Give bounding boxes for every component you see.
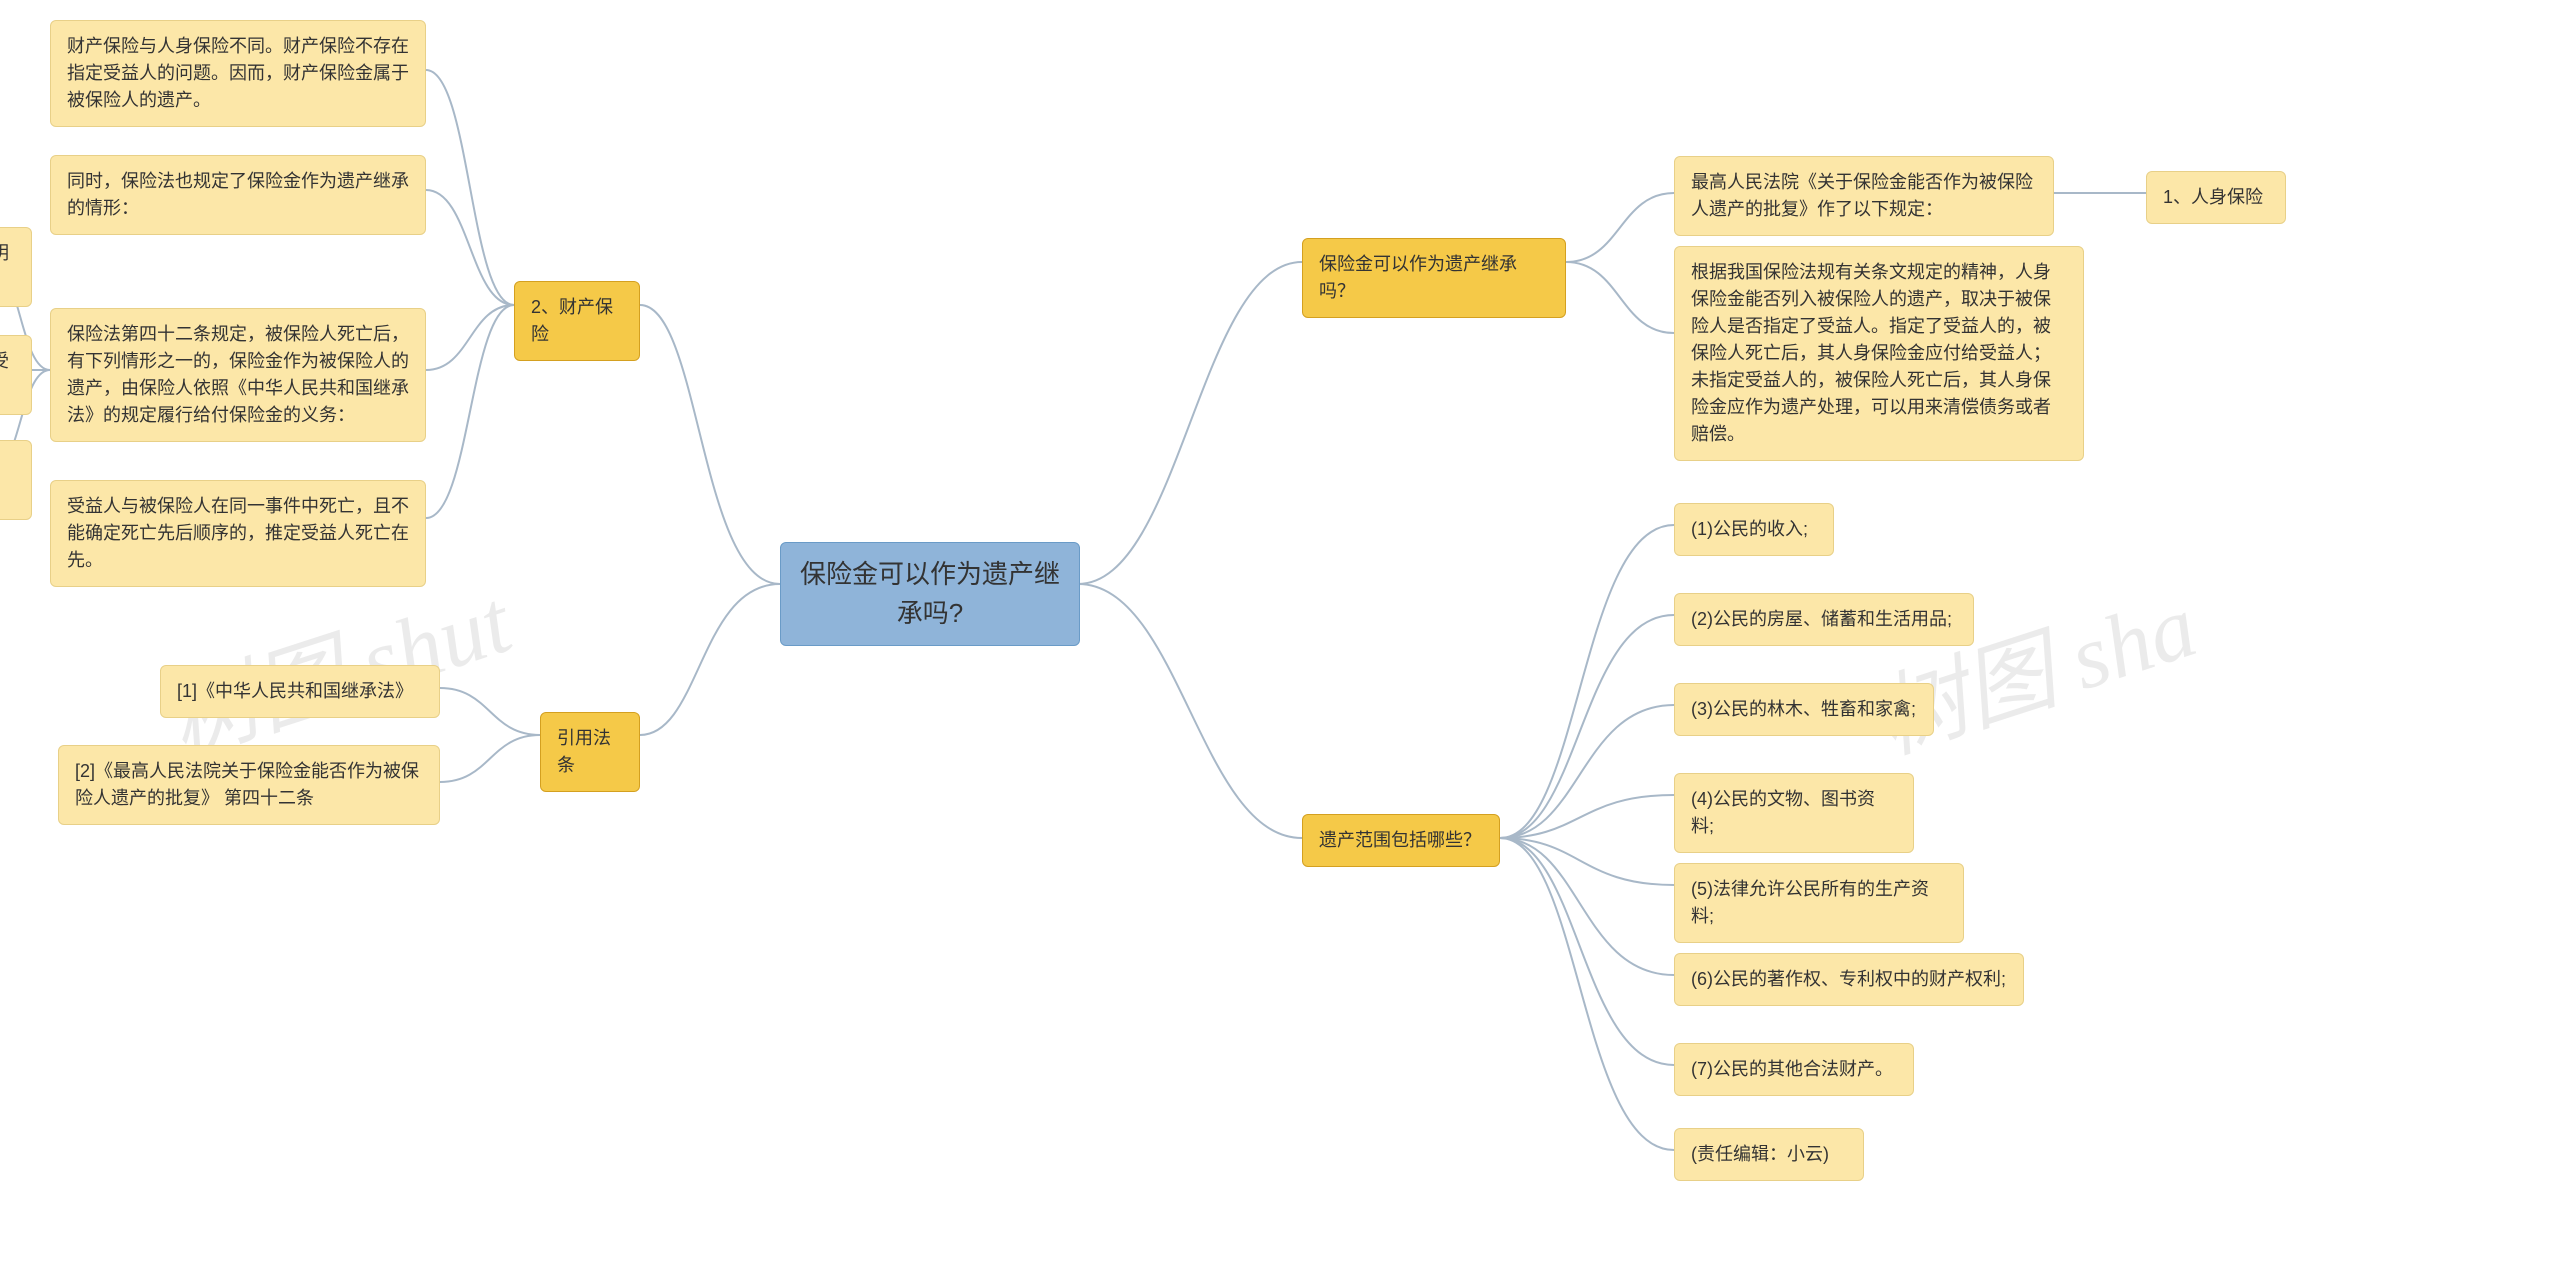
node-article-42: 保险法第四十二条规定，被保险人死亡后，有下列情形之一的，保险金作为被保险人的遗产… [50, 308, 426, 442]
branch-estate-scope: 遗产范围包括哪些？ [1302, 814, 1500, 867]
node-copyright: (6)公民的著作权、专利权中的财产权利; [1674, 953, 2024, 1006]
node-law-inheritance-cases: 同时，保险法也规定了保险金作为遗产继承的情形： [50, 155, 426, 235]
node-beneficiary-waived: (三)受益人依法丧失受益权或者放弃受益权，没有其他受益人的。 [0, 440, 32, 520]
node-spc-ruling: 最高人民法院《关于保险金能否作为被保险人遗产的批复》作了以下规定： [1674, 156, 2054, 236]
root-node: 保险金可以作为遗产继承吗? [780, 542, 1080, 646]
node-life-insurance: 1、人身保险 [2146, 171, 2286, 224]
node-no-beneficiary: (一)没有指定受益人，或者受益人指定不明无法确定的; [0, 227, 32, 307]
node-other-property: (7)公民的其他合法财产。 [1674, 1043, 1914, 1096]
node-property-vs-life: 财产保险与人身保险不同。财产保险不存在指定受益人的问题。因而，财产保险金属于被保… [50, 20, 426, 127]
watermark: 树图 sha [1858, 553, 2210, 778]
node-insurance-law-spirit: 根据我国保险法规有关条文规定的精神，人身保险金能否列入被保险人的遗产，取决于被保… [1674, 246, 2084, 461]
node-beneficiary-dead: (二)受益人先于被保险人死亡，没有其他受益人的; [0, 335, 32, 415]
node-citation-2: [2]《最高人民法院关于保险金能否作为被保险人遗产的批复》 第四十二条 [58, 745, 440, 825]
branch-citations: 引用法条 [540, 712, 640, 792]
node-citation-1: [1]《中华人民共和国继承法》 [160, 665, 440, 718]
node-income: (1)公民的收入; [1674, 503, 1834, 556]
node-simultaneous-death: 受益人与被保险人在同一事件中死亡，且不能确定死亡先后顺序的，推定受益人死亡在先。 [50, 480, 426, 587]
node-production-materials: (5)法律允许公民所有的生产资料; [1674, 863, 1964, 943]
node-editor: (责任编辑：小云) [1674, 1128, 1864, 1181]
node-forestry: (3)公民的林木、牲畜和家禽; [1674, 683, 1934, 736]
node-housing: (2)公民的房屋、储蓄和生活用品; [1674, 593, 1974, 646]
branch-insurance-inherit: 保险金可以作为遗产继承吗？ [1302, 238, 1566, 318]
node-relics: (4)公民的文物、图书资料; [1674, 773, 1914, 853]
branch-property-insurance: 2、财产保险 [514, 281, 640, 361]
